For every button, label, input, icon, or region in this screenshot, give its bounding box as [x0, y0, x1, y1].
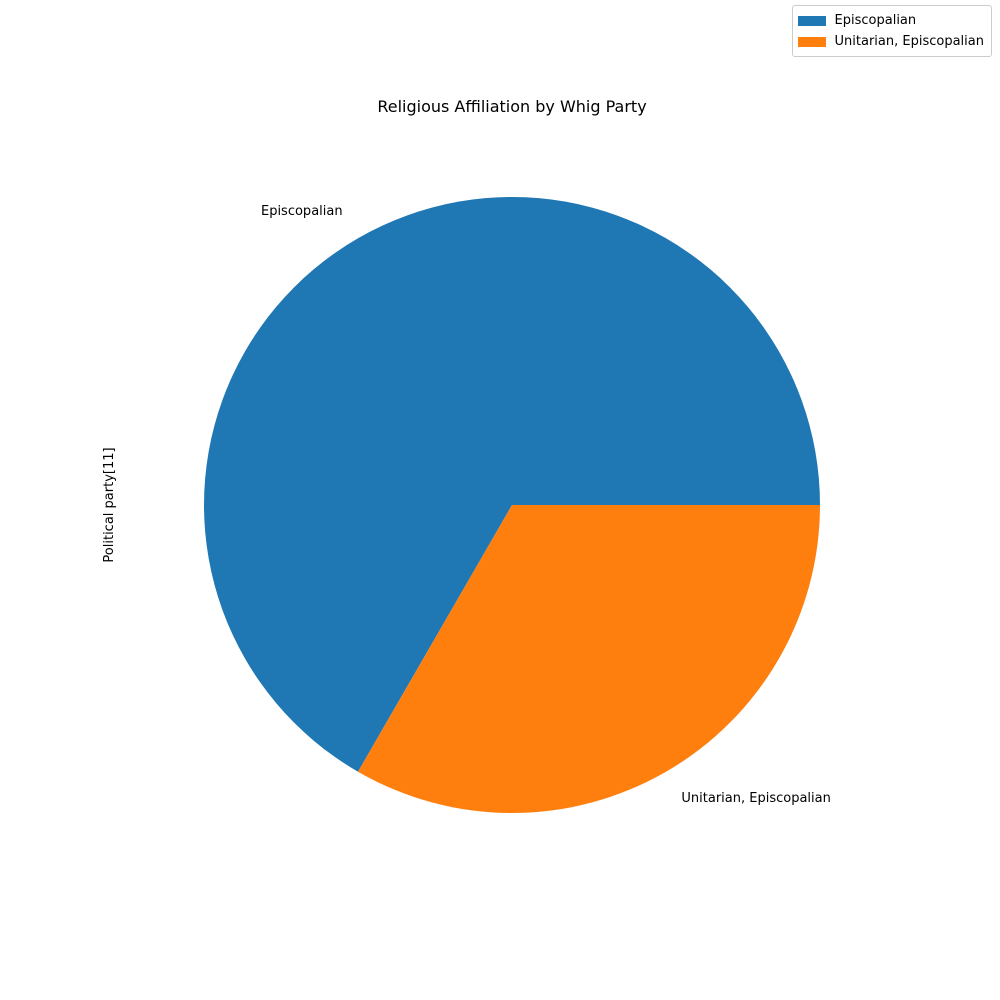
- pie-slices: [203, 196, 820, 813]
- slice-label-0: Episcopalian: [261, 204, 343, 219]
- pie-slice-0: [203, 196, 820, 772]
- legend-label: Unitarian, Episcopalian: [834, 34, 984, 49]
- legend-label: Episcopalian: [834, 13, 917, 28]
- legend-swatch: [797, 15, 826, 26]
- legend: Episcopalian Unitarian, Episcopalian: [791, 5, 992, 57]
- y-axis-label: Political party[11]: [102, 447, 117, 562]
- legend-swatch: [797, 36, 826, 47]
- legend-item-episcopalian: Episcopalian: [797, 10, 984, 31]
- legend-item-unitarian-episcopalian: Unitarian, Episcopalian: [797, 31, 984, 52]
- pie-slice-1: [358, 505, 820, 813]
- pie-slice-labels: Episcopalian Unitarian, Episcopalian: [261, 204, 831, 806]
- slice-label-1: Unitarian, Episcopalian: [681, 791, 830, 806]
- chart-title: Religious Affiliation by Whig Party: [377, 97, 646, 116]
